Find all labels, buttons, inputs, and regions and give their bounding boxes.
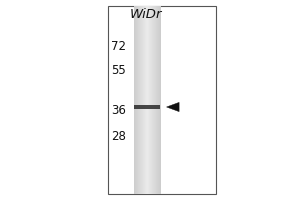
Bar — [142, 6, 143, 194]
Bar — [141, 6, 142, 194]
Bar — [152, 6, 153, 194]
Bar — [134, 105, 160, 109]
Bar — [140, 6, 141, 194]
Bar — [159, 6, 160, 194]
Text: 72: 72 — [111, 40, 126, 52]
Bar — [153, 6, 154, 194]
Text: 55: 55 — [111, 64, 126, 76]
Bar — [147, 6, 148, 194]
Bar — [151, 6, 152, 194]
Bar — [134, 6, 135, 194]
Bar — [143, 6, 144, 194]
Text: 28: 28 — [111, 130, 126, 142]
Bar — [145, 6, 146, 194]
Bar — [150, 6, 151, 194]
Bar — [144, 6, 145, 194]
Bar — [158, 6, 159, 194]
Bar — [108, 6, 216, 194]
Bar — [154, 6, 155, 194]
Bar — [148, 6, 149, 194]
Text: 36: 36 — [111, 104, 126, 117]
Polygon shape — [167, 102, 179, 112]
Bar — [157, 6, 158, 194]
Bar — [136, 6, 137, 194]
Bar — [160, 6, 161, 194]
Text: WiDr: WiDr — [130, 8, 163, 21]
Bar — [135, 6, 136, 194]
Bar — [149, 6, 150, 194]
Bar — [139, 6, 140, 194]
Bar — [156, 6, 157, 194]
